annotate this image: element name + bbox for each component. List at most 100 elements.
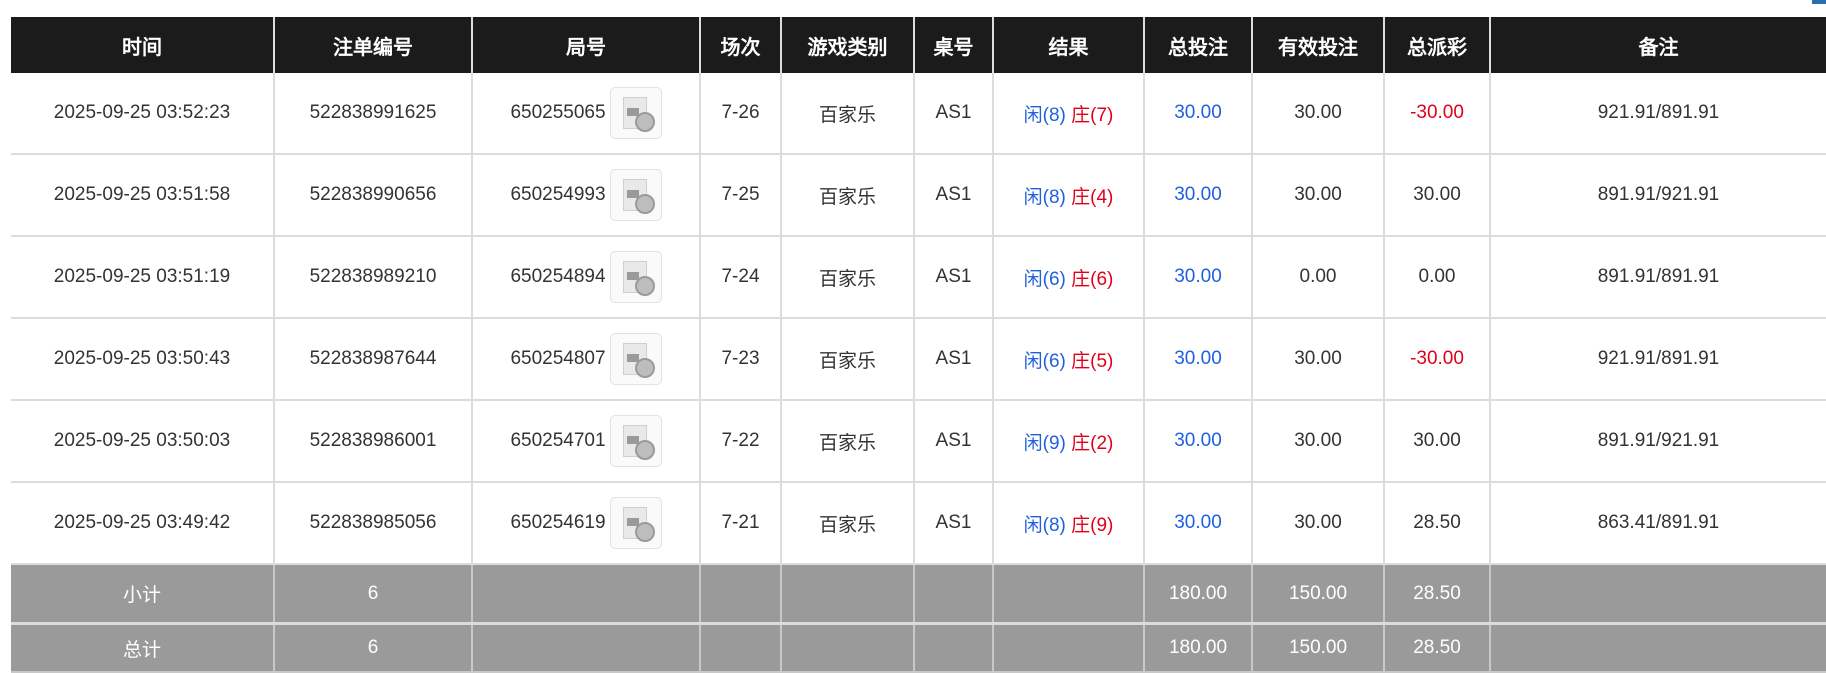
game-type-cell: 百家乐 <box>781 318 915 401</box>
round-number: 650254619 <box>510 512 606 534</box>
time-cell: 2025-09-25 03:50:43 <box>11 318 275 401</box>
header-total-payout: 总派彩 <box>1383 17 1490 73</box>
subtotal-total-bet: 180.00 <box>1144 564 1253 625</box>
table-no-cell: AS1 <box>914 482 994 565</box>
header-round: 局号 <box>471 17 700 73</box>
table-no-cell: AS1 <box>914 154 994 237</box>
player-result: 闲(6) <box>1023 268 1066 290</box>
round-cell: 650254701 <box>472 400 701 483</box>
round-number: 650254894 <box>510 266 606 288</box>
video-file-icon[interactable] <box>609 251 662 303</box>
table-no-cell: AS1 <box>914 73 994 155</box>
total-bet-cell: 30.00 <box>1144 236 1253 319</box>
table-row: 2025-09-25 03:51:58 522838990656 650254993… <box>11 154 1826 237</box>
game-type-cell: 百家乐 <box>781 482 915 565</box>
valid-bet-cell: 30.00 <box>1252 482 1385 565</box>
time-cell: 2025-09-25 03:49:42 <box>11 482 275 565</box>
banker-result: 庄(7) <box>1071 104 1114 126</box>
table-row: 2025-09-25 03:50:43 522838987644 650254807… <box>11 318 1826 401</box>
shoe-cell: 7-24 <box>700 236 782 319</box>
video-file-icon[interactable] <box>609 169 662 221</box>
note-cell: 891.91/921.91 <box>1490 154 1826 237</box>
round-number: 650254807 <box>510 348 606 370</box>
banker-result: 庄(5) <box>1071 350 1114 372</box>
bet-id-cell: 522838991625 <box>274 73 473 155</box>
player-result: 闲(8) <box>1023 104 1066 126</box>
round-number: 650254993 <box>510 184 606 206</box>
payout-cell: 30.00 <box>1384 400 1491 483</box>
subtotal-label: 小计 <box>11 564 275 625</box>
valid-bet-cell: 30.00 <box>1252 400 1385 483</box>
banker-result: 庄(2) <box>1071 432 1114 454</box>
empty-cell <box>472 564 701 625</box>
banker-result: 庄(6) <box>1071 268 1114 290</box>
subtotal-payout: 28.50 <box>1384 564 1491 625</box>
bet-id-cell: 522838989210 <box>274 236 473 319</box>
subtotal-count: 6 <box>274 564 473 625</box>
note-cell: 921.91/891.91 <box>1490 73 1826 155</box>
header-game-type: 游戏类别 <box>780 17 914 73</box>
valid-bet-cell: 30.00 <box>1252 154 1385 237</box>
table-row: 2025-09-25 03:52:23 522838991625 650255065… <box>11 73 1826 155</box>
shoe-cell: 7-21 <box>700 482 782 565</box>
time-cell: 2025-09-25 03:52:23 <box>11 73 275 155</box>
game-type-cell: 百家乐 <box>781 400 915 483</box>
total-bet-cell: 30.00 <box>1144 73 1253 155</box>
banker-result: 庄(9) <box>1071 514 1114 536</box>
video-file-icon[interactable] <box>609 333 662 385</box>
banker-result: 庄(4) <box>1071 186 1114 208</box>
total-bet-cell: 30.00 <box>1144 318 1253 401</box>
subtotal-valid-bet: 150.00 <box>1252 564 1385 625</box>
empty-cell <box>1490 564 1826 625</box>
header-result: 结果 <box>992 17 1144 73</box>
empty-cell <box>993 564 1145 625</box>
video-file-icon[interactable] <box>609 415 662 467</box>
time-cell: 2025-09-25 03:51:58 <box>11 154 275 237</box>
player-result: 闲(8) <box>1023 514 1066 536</box>
header-shoe: 场次 <box>699 17 781 73</box>
game-type-cell: 百家乐 <box>781 154 915 237</box>
result-cell: 闲(9) 庄(2) <box>993 400 1145 483</box>
payout-cell: 30.00 <box>1384 154 1491 237</box>
player-result: 闲(6) <box>1023 350 1066 372</box>
shoe-cell: 7-23 <box>700 318 782 401</box>
bet-id-cell: 522838987644 <box>274 318 473 401</box>
round-number: 650255065 <box>510 102 606 124</box>
time-cell: 2025-09-25 03:50:03 <box>11 400 275 483</box>
header-note: 备注 <box>1489 17 1826 73</box>
video-file-icon[interactable] <box>609 497 662 549</box>
table-no-cell: AS1 <box>914 318 994 401</box>
player-result: 闲(8) <box>1023 186 1066 208</box>
round-cell: 650255065 <box>472 73 701 155</box>
empty-cell <box>700 564 782 625</box>
payout-cell: -30.00 <box>1384 73 1491 155</box>
total-bet-cell: 30.00 <box>1144 400 1253 483</box>
bet-id-cell: 522838985056 <box>274 482 473 565</box>
empty-cell <box>914 564 994 625</box>
payout-cell: -30.00 <box>1384 318 1491 401</box>
note-cell: 891.91/921.91 <box>1490 400 1826 483</box>
payout-cell: 28.50 <box>1384 482 1491 565</box>
table-row: 2025-09-25 03:51:19 522838989210 650254894… <box>11 236 1826 319</box>
valid-bet-cell: 0.00 <box>1252 236 1385 319</box>
bet-id-cell: 522838990656 <box>274 154 473 237</box>
corner-accent <box>1812 0 1826 4</box>
result-cell: 闲(8) 庄(4) <box>993 154 1145 237</box>
game-type-cell: 百家乐 <box>781 73 915 155</box>
header-bet-id: 注单编号 <box>273 17 472 73</box>
result-cell: 闲(6) 庄(5) <box>993 318 1145 401</box>
result-cell: 闲(8) 庄(7) <box>993 73 1145 155</box>
subtotal-row: 小计 6 180.00 150.00 28.50 <box>11 564 1826 625</box>
time-cell: 2025-09-25 03:51:19 <box>11 236 275 319</box>
video-file-icon[interactable] <box>609 87 662 139</box>
game-type-cell: 百家乐 <box>781 236 915 319</box>
total-bet-cell: 30.00 <box>1144 482 1253 565</box>
shoe-cell: 7-26 <box>700 73 782 155</box>
table-row: 2025-09-25 03:50:03 522838986001 650254701… <box>11 400 1826 483</box>
empty-cell <box>781 564 915 625</box>
header-table-no: 桌号 <box>913 17 993 73</box>
player-result: 闲(9) <box>1023 432 1066 454</box>
table-no-cell: AS1 <box>914 236 994 319</box>
result-cell: 闲(8) 庄(9) <box>993 482 1145 565</box>
table-header: 时间 注单编号 局号 场次 游戏类别 桌号 结果 总投注 有效投注 总派彩 备注 <box>11 17 1826 73</box>
